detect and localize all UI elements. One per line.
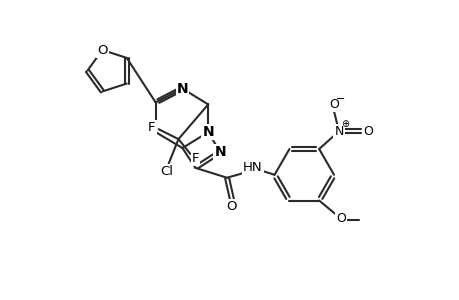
Text: N: N <box>176 82 188 96</box>
Text: HN: HN <box>242 161 262 174</box>
Text: −: − <box>336 94 345 103</box>
Text: N: N <box>202 125 213 139</box>
Text: O: O <box>226 200 237 213</box>
Text: O: O <box>97 44 107 56</box>
Text: ⊕: ⊕ <box>340 119 348 129</box>
Text: F: F <box>191 152 199 165</box>
Text: N: N <box>214 145 225 159</box>
Text: F: F <box>148 121 155 134</box>
Text: Cl: Cl <box>160 165 173 178</box>
Text: O: O <box>335 212 345 225</box>
Text: N: N <box>334 125 343 138</box>
Text: O: O <box>328 98 338 111</box>
Text: O: O <box>362 125 372 138</box>
